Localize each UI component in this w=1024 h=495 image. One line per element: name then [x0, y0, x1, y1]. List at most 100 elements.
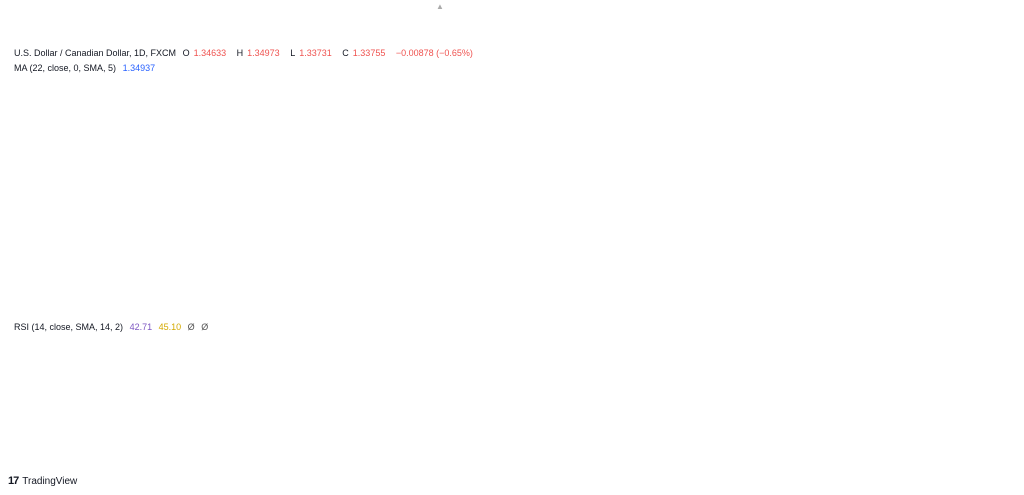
sr-level-badge [966, 288, 1006, 303]
lightning-icon[interactable] [795, 294, 811, 310]
candle [655, 155, 661, 177]
candle-body [104, 209, 110, 225]
candle-body [570, 141, 575, 158]
candle-body [391, 173, 397, 184]
candle-body [624, 138, 630, 151]
ma-legend-value: 1.34937 [122, 63, 156, 73]
candle-body [686, 157, 692, 184]
candle-body [422, 230, 428, 235]
candle-body [787, 199, 792, 214]
candle [438, 218, 443, 239]
candle [19, 275, 25, 301]
ma-callout-badge [862, 164, 902, 181]
candle [422, 224, 428, 240]
candle [376, 105, 381, 132]
candle [523, 150, 529, 181]
candle [182, 102, 188, 149]
candle [391, 166, 397, 189]
time-tick-label: 13 [930, 451, 940, 461]
symbol-title: U.S. Dollar / Canadian Dollar, 1D, FXCM [14, 48, 177, 58]
ma-line-path [21, 126, 806, 297]
candle-body [205, 134, 211, 158]
candle-body [407, 178, 412, 203]
price-tick-label: 1.32000 [973, 244, 1006, 254]
candle [42, 263, 48, 303]
candle [554, 129, 560, 156]
rsi-legend-zero-1: Ø [187, 322, 195, 332]
candle [143, 136, 149, 157]
candle [73, 239, 79, 251]
candle-body [771, 197, 777, 210]
candle-body [763, 197, 769, 212]
candle [678, 155, 684, 189]
candle [453, 213, 459, 231]
candle-body [298, 127, 304, 142]
candle-body [384, 127, 389, 184]
candle-body [709, 136, 715, 177]
candle-body [252, 108, 257, 117]
candle [190, 102, 195, 179]
candle [732, 192, 738, 214]
candle-body [756, 204, 761, 212]
candle [66, 240, 71, 259]
sr-level-badge [966, 229, 1006, 244]
collapse-handle-icon[interactable]: ▲ [436, 2, 444, 11]
ohlc-change: −0.00878 (−0.65%) [395, 48, 473, 58]
candle [725, 164, 730, 203]
candle [368, 117, 374, 151]
candle [322, 150, 327, 179]
candle-body [639, 148, 645, 156]
candle [624, 134, 630, 153]
candle [539, 164, 544, 198]
candle [197, 155, 203, 178]
currency-label: CAD [973, 47, 993, 57]
candle [159, 105, 164, 143]
candle-body [66, 243, 71, 257]
candle-body [244, 112, 250, 117]
candle-body [182, 104, 188, 146]
rsi-legend-sma: 45.10 [158, 322, 182, 332]
swing-low-marker [14, 292, 30, 309]
candle-body [159, 109, 164, 137]
ohlc-open: O 1.34633 [182, 48, 227, 58]
candle [508, 197, 513, 224]
candle-body [608, 134, 614, 160]
candle [461, 203, 467, 233]
sr-level-badge [966, 171, 1006, 186]
candle [585, 143, 591, 165]
candle [337, 145, 343, 170]
candle [477, 183, 482, 219]
candle-body [802, 187, 808, 208]
candle [570, 134, 575, 160]
candle [779, 197, 785, 219]
candle [515, 171, 521, 204]
time-tick-label: Dec [491, 451, 508, 461]
candle [717, 159, 723, 196]
candle [469, 197, 474, 214]
candle-body [593, 148, 599, 165]
candle [306, 130, 312, 156]
time-tick-label: Oct [144, 451, 159, 461]
price-tick-label: 1.38000 [973, 103, 1006, 113]
ma-legend: MA (22, close, 0, SMA, 5) 1.34937 [14, 63, 159, 73]
rsi-callout-badge [862, 402, 894, 419]
rsi-ma-line [21, 360, 806, 407]
candle [151, 107, 157, 142]
candle-body [306, 141, 312, 150]
candle-body [221, 117, 226, 125]
candle [221, 114, 226, 132]
time-tick-label: 19 [59, 451, 69, 461]
candle [205, 131, 211, 160]
candle-body [655, 159, 661, 165]
candle-body [539, 169, 544, 191]
candle [314, 143, 319, 160]
candle-body [135, 154, 141, 173]
candle-body [515, 173, 521, 200]
candle [360, 136, 366, 165]
tradingview-logo[interactable]: 17 TradingView [8, 475, 77, 487]
swing-low-marker [440, 170, 457, 187]
candle-body [267, 96, 273, 128]
rsi-legend-label: RSI (14, close, SMA, 14, 2) [14, 322, 124, 332]
time-tick-label: 17 [233, 451, 243, 461]
